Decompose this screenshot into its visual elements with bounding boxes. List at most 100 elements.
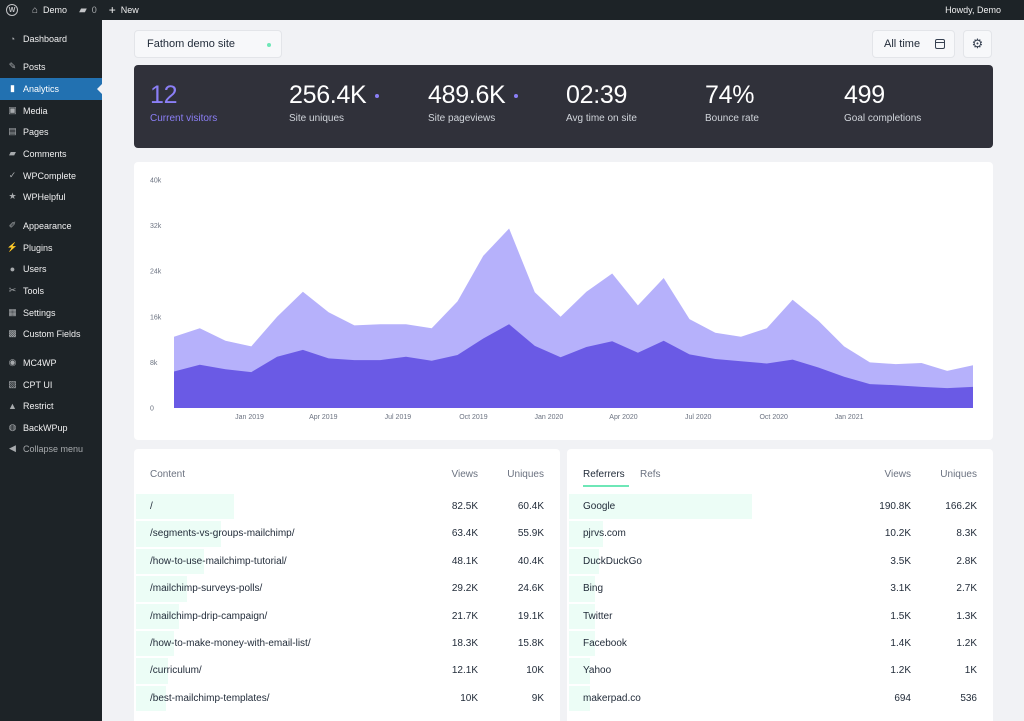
row-views: 82.5K xyxy=(451,501,478,512)
row-label: /mailchimp-drip-campaign/ xyxy=(150,610,268,622)
views-column-header[interactable]: Views xyxy=(451,469,479,480)
sidebar-item-label: Users xyxy=(23,263,47,274)
wordpress-logo-button[interactable]: W xyxy=(0,0,26,20)
sidebar-item-analytics[interactable]: ▮ Analytics xyxy=(0,78,102,100)
row-uniques: 15.8K xyxy=(517,638,544,649)
account-menu[interactable]: Howdy, Demo xyxy=(939,0,1024,20)
sidebar-item-appearance[interactable]: ✐ Appearance xyxy=(0,215,102,237)
sidebar-item-settings[interactable]: ▦ Settings xyxy=(0,302,102,324)
table-row[interactable]: /how-to-use-mailchimp-tutorial/48.1K 40.4… xyxy=(134,548,560,575)
sidebar-item-custom-fields[interactable]: ▩ Custom Fields xyxy=(0,323,102,345)
share-bar xyxy=(569,685,591,712)
table-row[interactable]: Google 190.8K 166.2K xyxy=(567,493,993,520)
brush-icon: ✐ xyxy=(8,220,17,231)
table-row[interactable]: /segments-vs-groups-mailchimp/63.4K 55.9K xyxy=(134,520,560,547)
series-area-uniques[interactable] xyxy=(174,324,973,408)
table-row[interactable]: Twitter 1.5K 1.3K xyxy=(567,603,993,630)
table-row[interactable]: Bing 3.1K 2.7K xyxy=(567,575,993,602)
wordpress-icon: W xyxy=(6,4,18,16)
stat-value: 74% xyxy=(705,81,755,109)
row-uniques: 9K xyxy=(531,692,544,704)
table-row[interactable]: /best-mailchimp-templates/10K 9K xyxy=(134,685,560,712)
content-column-header: Content xyxy=(150,469,186,480)
sidebar-item-collapse-menu[interactable]: ◀ Collapse menu xyxy=(0,438,102,460)
uniques-column-header[interactable]: Uniques xyxy=(507,469,544,480)
stats-panel: 12 Current visitors 256.4K Site uniques … xyxy=(134,65,993,148)
sidebar-item-users[interactable]: ● Users xyxy=(0,258,102,280)
bar-chart-icon: ▮ xyxy=(10,83,15,94)
stat-avg-time: 02:39 Avg time on site xyxy=(566,81,637,124)
row-uniques: 2.7K xyxy=(956,583,977,595)
user-icon: ● xyxy=(9,263,16,274)
row-uniques: 8.3K xyxy=(956,528,977,540)
sidebar-item-label: Media xyxy=(23,105,48,116)
row-uniques: 1.2K xyxy=(956,638,977,649)
content-table-header: Content Views Uniques xyxy=(150,469,544,483)
sidebar-item-label: BackWPup xyxy=(23,422,68,433)
sidebar-item-pages[interactable]: ▤ Pages xyxy=(0,121,102,143)
table-row[interactable]: /mailchimp-surveys-polls/29.2K 24.6K xyxy=(134,575,560,602)
share-bar xyxy=(136,658,168,684)
tab-referrers[interactable]: Referrers xyxy=(583,469,625,480)
visitors-area-chart[interactable]: 0 8k 16k 24k 32k 40k Jan 2019 Apr 2019 Jul 2019 O… xyxy=(134,162,993,440)
share-bar xyxy=(136,603,179,629)
sidebar-item-wphelpful[interactable]: ★ WPHelpful xyxy=(0,186,102,208)
sidebar-item-label: Restrict xyxy=(23,400,54,411)
table-row[interactable]: pjrvs.com 10.2K 8.3K xyxy=(567,520,993,547)
sidebar-item-posts[interactable]: ✎ Posts xyxy=(0,56,102,78)
sidebar-item-backwpup[interactable]: ◍ BackWPup xyxy=(0,417,102,439)
share-bar xyxy=(569,631,595,657)
tab-refs[interactable]: Refs xyxy=(640,469,661,480)
referrers-table: Referrers Refs Views Uniques Google 190.8… xyxy=(567,449,993,721)
uniques-column-header[interactable]: Uniques xyxy=(940,469,977,480)
comment-bubble-icon: ▰ xyxy=(79,4,87,16)
sidebar-item-restrict[interactable]: ▲ Restrict xyxy=(0,395,102,417)
sidebar-item-dashboard[interactable]: ◔ Dashboard xyxy=(0,28,102,50)
row-views: 21.7K xyxy=(451,610,478,622)
lock-icon: ▲ xyxy=(8,400,17,411)
row-uniques: 1.3K xyxy=(956,610,977,622)
settings-button[interactable]: ⚙ xyxy=(963,30,992,58)
sidebar-item-label: Tools xyxy=(23,285,45,296)
sidebar-item-mc4wp[interactable]: ◉ MC4WP xyxy=(0,352,102,374)
site-select[interactable]: Fathom demo site xyxy=(134,30,282,58)
sidebar-item-label: WPHelpful xyxy=(23,191,66,202)
table-row[interactable]: Yahoo 1.2K 1K xyxy=(567,657,993,684)
table-row[interactable]: /curriculum/12.1K 10K xyxy=(134,657,560,684)
chart-card: 0 8k 16k 24k 32k 40k Jan 2019 Apr 2019 Jul 2019 O… xyxy=(134,162,993,440)
date-range-value: All time xyxy=(884,38,921,50)
comments-link[interactable]: ▰ 0 xyxy=(73,0,103,20)
share-bar xyxy=(569,576,595,602)
table-row[interactable]: Facebook 1.4K 1.2K xyxy=(567,630,993,657)
date-range-select[interactable]: All time xyxy=(872,30,955,58)
x-tick-label: Oct 2019 xyxy=(459,414,488,421)
row-views: 10.2K xyxy=(884,528,911,540)
row-views: 18.3K xyxy=(451,638,478,649)
table-row[interactable]: /how-to-make-money-with-email-list/18.3K… xyxy=(134,630,560,657)
views-column-header[interactable]: Views xyxy=(884,469,912,480)
table-row[interactable]: /mailchimp-drip-campaign/21.7K 19.1K xyxy=(134,603,560,630)
site-name-link[interactable]: ⌂ Demo xyxy=(26,0,73,20)
sidebar-item-media[interactable]: ▣ Media xyxy=(0,100,102,122)
y-tick-label: 32k xyxy=(150,223,162,230)
row-label: Bing xyxy=(583,583,604,595)
table-row[interactable]: / 82.5K 60.4K xyxy=(134,493,560,520)
new-label: New xyxy=(120,5,139,15)
row-uniques: 60.4K xyxy=(517,501,544,512)
new-content-link[interactable]: + New xyxy=(103,0,145,20)
row-label: Facebook xyxy=(583,638,627,649)
row-label: makerpad.co xyxy=(583,692,641,704)
howdy-label: Howdy, Demo xyxy=(945,5,1001,15)
table-row[interactable]: makerpad.co 694 536 xyxy=(567,685,993,712)
row-uniques: 19.1K xyxy=(517,610,544,622)
sidebar-item-wpcomplete[interactable]: ✓ WPComplete xyxy=(0,165,102,187)
table-row[interactable]: DuckDuckGo 3.5K 2.8K xyxy=(567,548,993,575)
sidebar-item-tools[interactable]: ✂ Tools xyxy=(0,280,102,302)
share-bar xyxy=(569,658,591,684)
sidebar-item-label: Dashboard xyxy=(23,33,68,44)
row-uniques: 2.8K xyxy=(956,555,977,567)
sidebar-item-comments[interactable]: ▰ Comments xyxy=(0,143,102,165)
row-label: /how-to-use-mailchimp-tutorial/ xyxy=(150,555,287,567)
sidebar-item-plugins[interactable]: ⚡ Plugins xyxy=(0,237,102,259)
sidebar-item-cpt-ui[interactable]: ▧ CPT UI xyxy=(0,374,102,396)
